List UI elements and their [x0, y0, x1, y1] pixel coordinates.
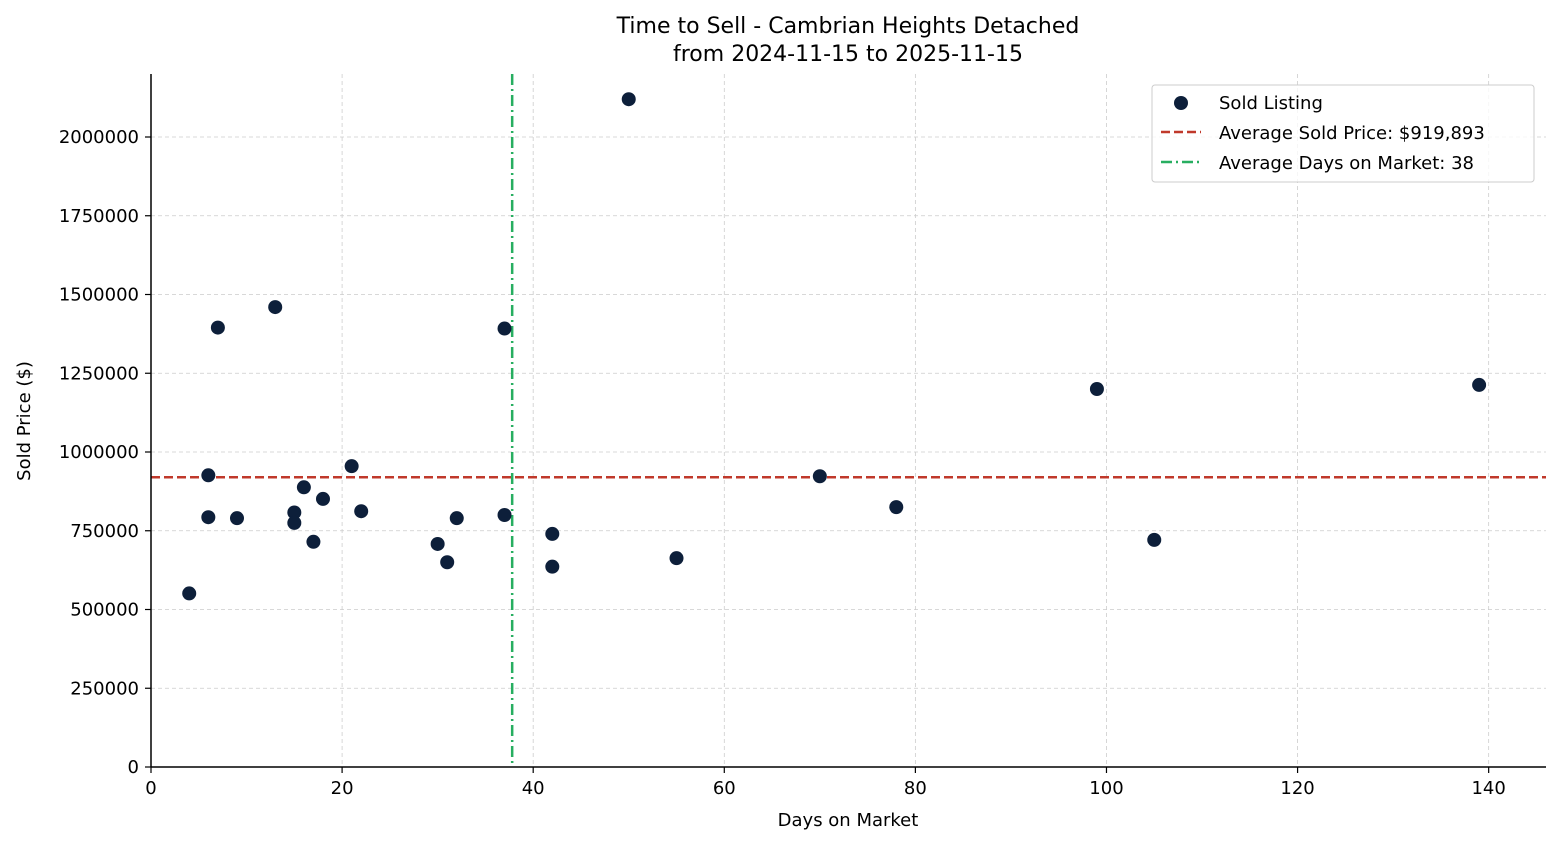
- legend-box: [1151, 84, 1535, 183]
- x-tick-label: 80: [904, 778, 927, 799]
- y-axis-ticks: 0 250000 500000 750000 1000000 1250000 1500000…: [59, 127, 151, 778]
- y-tick-label: 1250000: [59, 363, 139, 384]
- data-point: [497, 321, 512, 336]
- chart-title-line1: Time to Sell - Cambrian Heights Detached: [616, 14, 1080, 39]
- x-tick-label: 20: [331, 778, 354, 799]
- x-tick-label: 120: [1280, 778, 1314, 799]
- data-point: [344, 459, 359, 474]
- y-tick-label: 0: [128, 757, 139, 778]
- x-tick-label: 40: [522, 778, 545, 799]
- data-point: [229, 511, 244, 526]
- axes: [150, 74, 1546, 768]
- reference-lines: [151, 74, 1546, 767]
- data-point: [669, 551, 684, 566]
- x-axis-ticks: 0 20 40 60 80 100 120 140: [145, 767, 1506, 799]
- legend-label-avg-price: Average Sold Price: $919,893: [1219, 123, 1485, 144]
- x-tick-label: 100: [1089, 778, 1123, 799]
- data-point: [210, 320, 225, 335]
- data-point: [812, 469, 827, 484]
- data-point: [545, 526, 560, 541]
- x-tick-label: 140: [1471, 778, 1505, 799]
- chart-title-line2: from 2024-11-15 to 2025-11-15: [673, 42, 1023, 67]
- data-point: [440, 555, 455, 570]
- y-tick-label: 1000000: [59, 442, 139, 463]
- data-point: [268, 300, 283, 315]
- data-point: [449, 511, 464, 526]
- data-point: [315, 491, 330, 506]
- y-tick-label: 250000: [70, 678, 139, 699]
- y-tick-label: 2000000: [59, 127, 139, 148]
- legend-marker-sold: [1174, 96, 1188, 110]
- data-points: [182, 92, 1487, 601]
- legend: Sold Listing Average Sold Price: $919,89…: [1151, 84, 1535, 183]
- y-tick-label: 1500000: [59, 285, 139, 306]
- x-axis-label: Days on Market: [778, 810, 919, 831]
- x-tick-label: 60: [713, 778, 736, 799]
- legend-label-sold: Sold Listing: [1219, 93, 1323, 114]
- y-tick-label: 1750000: [59, 206, 139, 227]
- data-point: [287, 515, 302, 530]
- data-point: [497, 508, 512, 522]
- y-tick-label: 750000: [70, 521, 139, 542]
- data-point: [201, 510, 216, 525]
- grid-lines: [151, 74, 1546, 767]
- legend-label-avg-days: Average Days on Market: 38: [1219, 153, 1474, 174]
- data-point: [430, 536, 445, 551]
- x-tick-label: 0: [145, 778, 156, 799]
- data-point: [287, 505, 302, 520]
- data-point: [889, 500, 904, 515]
- data-point: [354, 504, 369, 519]
- data-point: [182, 586, 197, 601]
- data-point: [1147, 532, 1162, 547]
- data-point: [1089, 382, 1104, 396]
- y-tick-label: 500000: [70, 600, 139, 621]
- data-point: [545, 559, 560, 574]
- data-point: [306, 534, 321, 549]
- data-point: [1472, 377, 1487, 392]
- data-point: [201, 468, 216, 483]
- y-axis-label: Sold Price ($): [14, 361, 35, 481]
- data-point: [621, 92, 636, 107]
- data-point: [296, 480, 311, 495]
